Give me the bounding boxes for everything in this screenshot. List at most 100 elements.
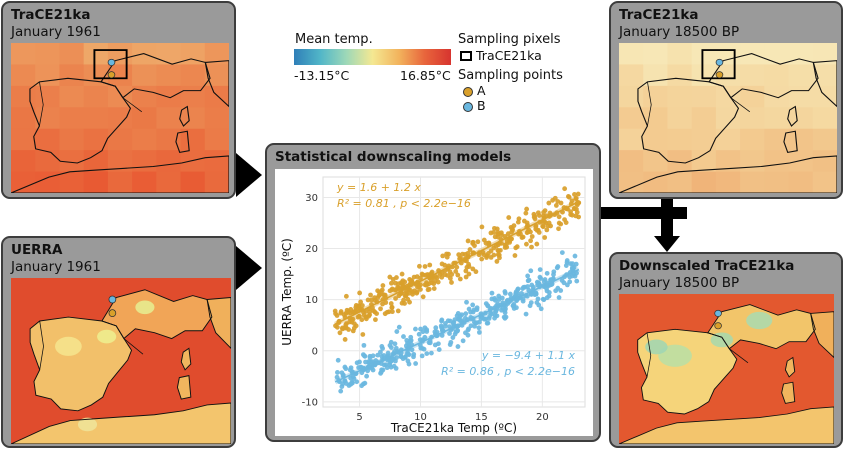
data-point-b (447, 342, 453, 347)
data-point-b (465, 327, 471, 333)
data-point-a (562, 217, 567, 222)
data-point-a (546, 200, 552, 206)
data-point-b (502, 315, 508, 321)
data-point-a (479, 256, 485, 262)
data-point-a (343, 293, 349, 299)
data-point-a (556, 214, 562, 220)
data-point-a (533, 224, 539, 230)
data-point-b (556, 295, 562, 300)
data-point-b (574, 278, 580, 284)
data-point-a (360, 332, 366, 337)
data-point-a (351, 325, 357, 331)
data-point-b (536, 302, 542, 308)
data-point-a (409, 278, 415, 284)
data-point-b (540, 296, 546, 302)
data-point-a (444, 254, 450, 260)
data-point-b (363, 359, 368, 365)
uerra-1961-map (11, 278, 231, 444)
data-point-b (528, 268, 534, 274)
data-point-a (556, 226, 561, 232)
data-point-a (516, 216, 522, 222)
data-point-a (509, 236, 514, 242)
data-point-a (457, 256, 462, 262)
y-tick-label: 10 (305, 295, 318, 306)
data-point-b (440, 327, 445, 332)
data-point-a (342, 337, 348, 342)
data-point-a (509, 229, 515, 235)
colorbar-title: Mean temp. (295, 32, 373, 47)
data-point-a (467, 247, 473, 252)
data-point-a (350, 316, 356, 322)
panel-subtitle: January 1961 (11, 259, 101, 275)
data-point-b (538, 306, 544, 312)
data-point-a (449, 280, 454, 285)
data-point-a (372, 295, 378, 301)
downscaled-map (619, 294, 834, 444)
data-point-a (375, 288, 381, 294)
data-point-b (523, 311, 529, 317)
data-point-a (419, 271, 425, 277)
data-point-a (540, 224, 546, 230)
panel-title: TraCE21ka (619, 7, 699, 23)
data-point-a (389, 280, 394, 286)
data-point-a (359, 317, 365, 323)
data-point-a (393, 280, 398, 286)
data-point-b (424, 351, 430, 356)
data-point-a (497, 255, 502, 261)
data-point-b (452, 317, 458, 323)
x-tick-label: 20 (536, 412, 549, 423)
data-point-b (521, 284, 527, 290)
data-point-a (506, 215, 512, 220)
data-point-a (494, 259, 500, 264)
data-point-a (376, 293, 382, 298)
data-point-b (343, 366, 349, 372)
data-point-a (439, 261, 445, 267)
panel-title: UERRA (11, 242, 63, 258)
data-point-b (464, 299, 469, 305)
data-point-b (359, 383, 365, 389)
trace21ka-1961-panel: TraCE21ka January 1961 (1, 1, 236, 199)
data-point-b (422, 334, 428, 340)
data-point-b (526, 277, 532, 283)
data-point-a (373, 317, 378, 323)
data-point-b (340, 372, 346, 378)
data-point-b (534, 279, 540, 285)
data-point-a (389, 309, 395, 315)
panel-subtitle: January 1961 (11, 24, 101, 40)
data-point-b (354, 360, 360, 366)
data-point-b (405, 358, 411, 364)
y-axis-label: UERRA Temp. (ºC) (280, 238, 294, 346)
panel-subtitle: January 18500 BP (619, 24, 740, 40)
data-point-a (363, 316, 369, 322)
data-point-a (544, 227, 550, 233)
data-point-b (524, 293, 530, 299)
data-point-b (520, 298, 526, 304)
data-point-b (402, 355, 408, 360)
data-point-b (406, 352, 412, 358)
data-point-a (504, 241, 509, 247)
equation-a: y = 1.6 + 1.2 x (336, 181, 421, 194)
data-point-a (565, 194, 571, 199)
data-point-a (456, 252, 462, 258)
data-point-b (419, 353, 425, 359)
equation-b: y = −9.4 + 1.1 x (481, 349, 576, 362)
data-point-a (399, 271, 405, 277)
data-point-a (535, 210, 541, 216)
data-point-a (466, 264, 472, 269)
data-point-a (488, 248, 494, 254)
data-point-b (361, 342, 367, 348)
data-point-a (411, 274, 417, 280)
data-point-b (384, 365, 390, 371)
data-point-b (391, 363, 397, 369)
x-tick-label: 15 (475, 412, 488, 423)
data-point-b (496, 297, 502, 302)
data-point-b (348, 381, 354, 387)
data-point-a (453, 269, 459, 274)
data-point-a (393, 296, 398, 301)
data-point-b (548, 277, 554, 283)
data-point-b (559, 250, 565, 256)
trace21ka-18500bp-map (619, 43, 837, 193)
r2-b: R² = 0.86 , p < 2.2e−16 (441, 365, 575, 378)
data-point-a (410, 291, 415, 297)
data-point-a (476, 252, 482, 258)
